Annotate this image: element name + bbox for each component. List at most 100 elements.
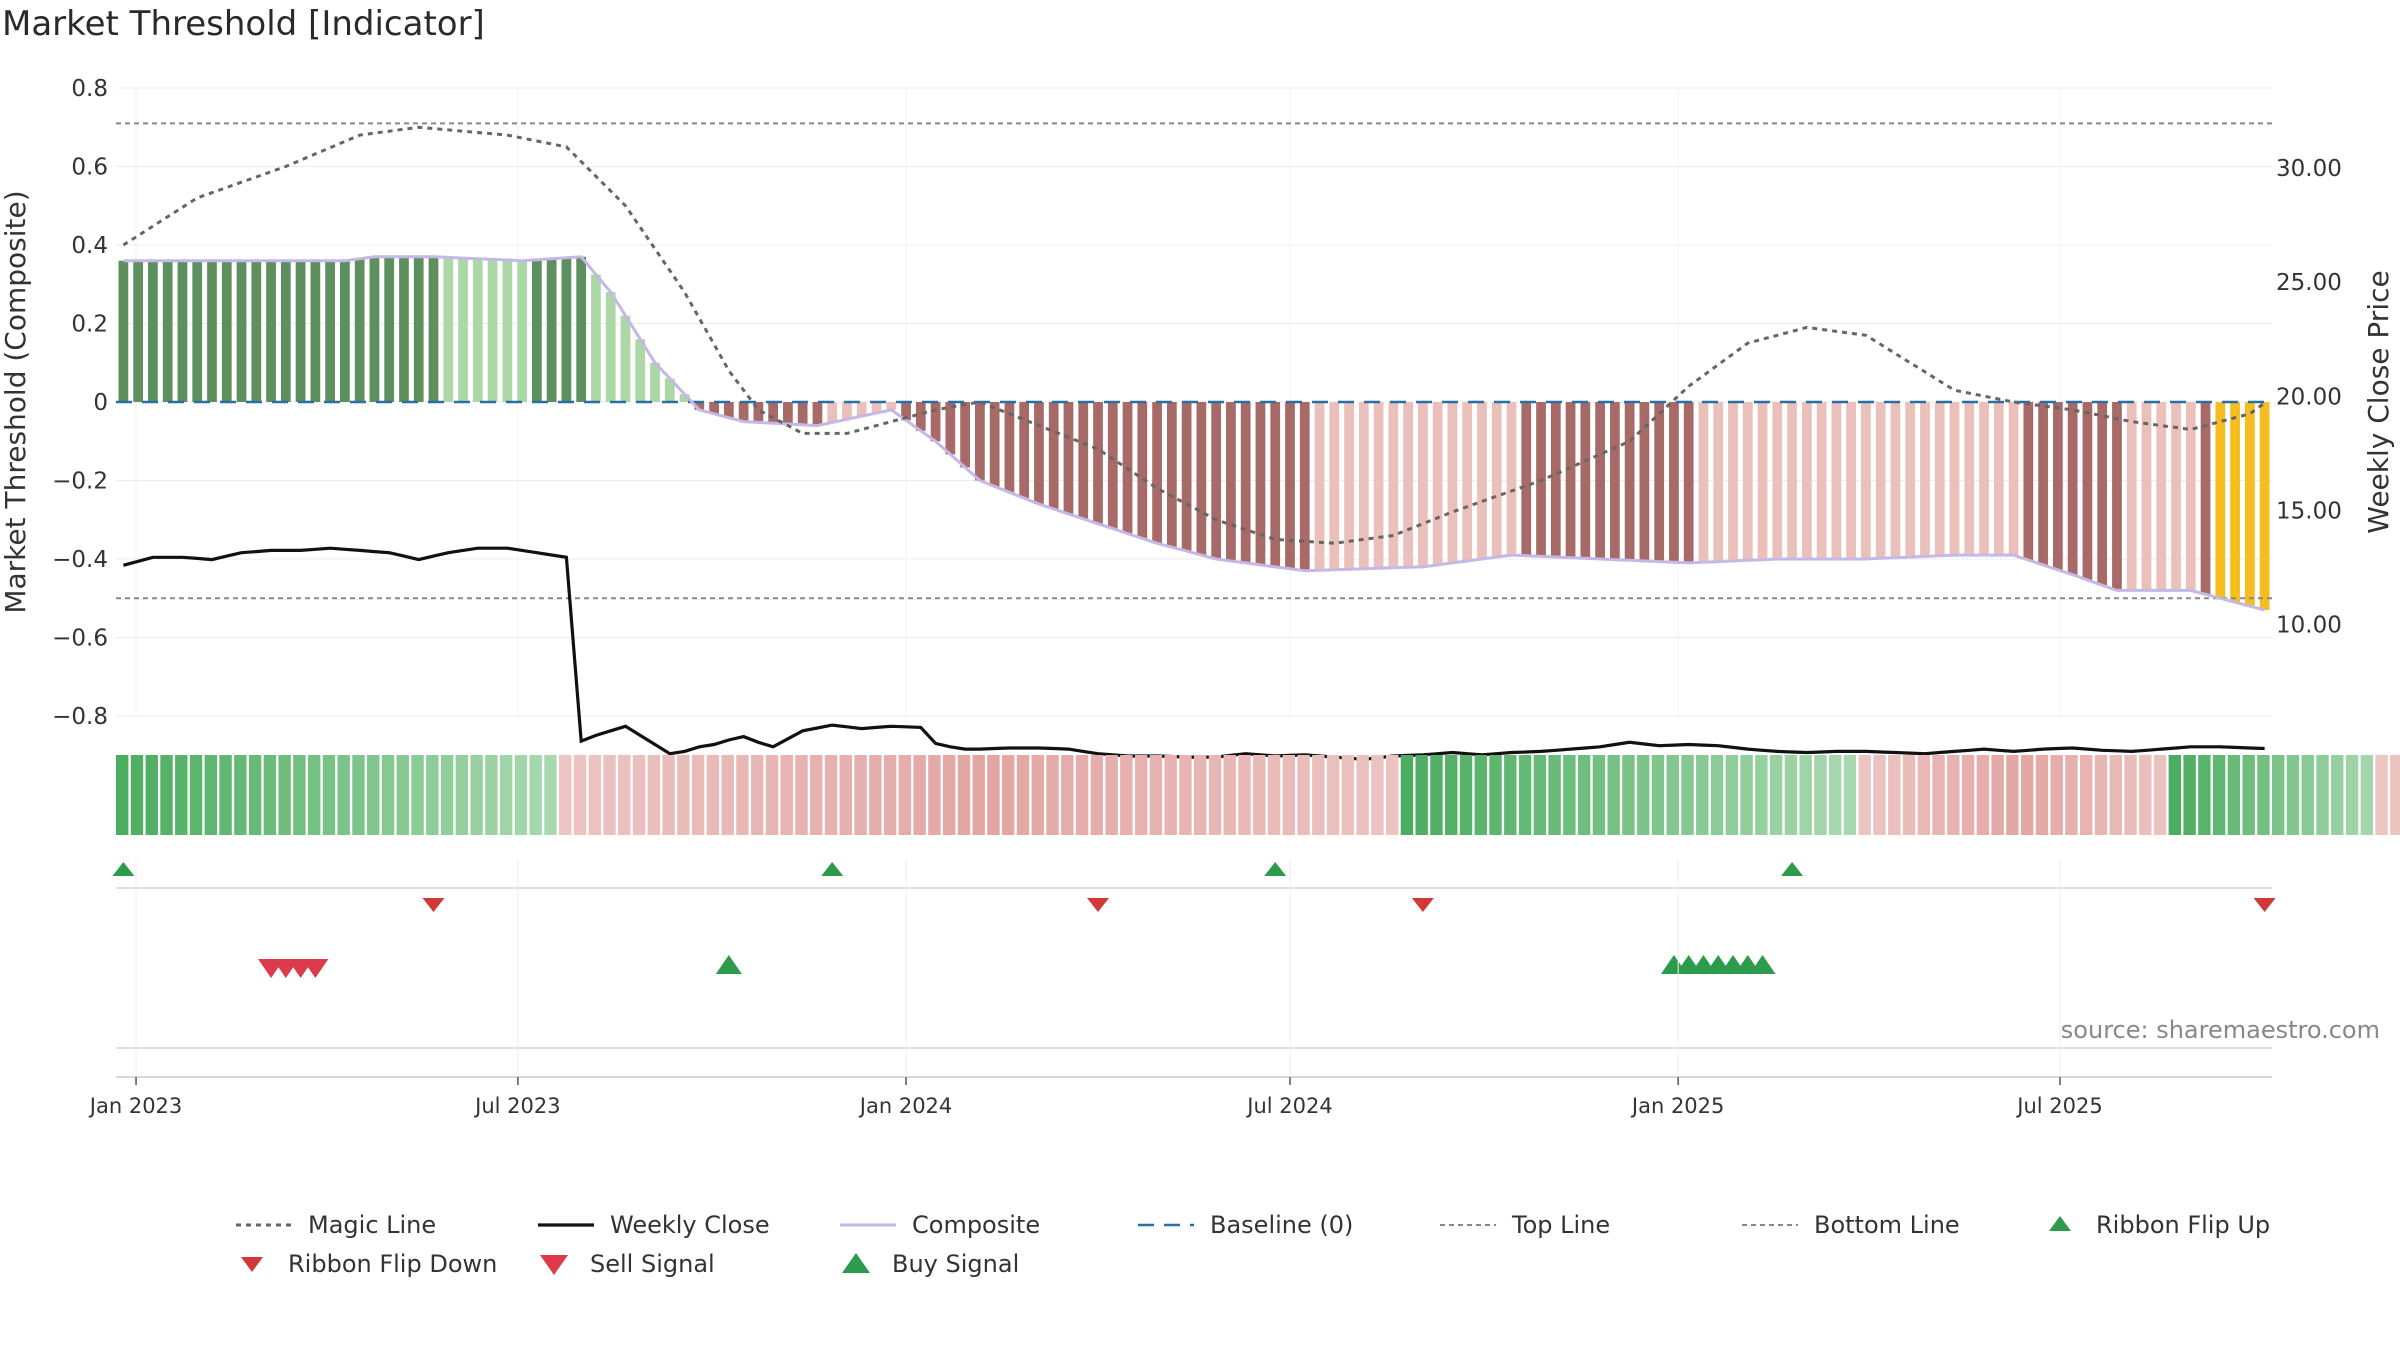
ribbon-cell: [1976, 755, 1990, 835]
ribbon-cell: [559, 755, 572, 835]
composite-bar: [1654, 402, 1665, 562]
ribbon-cell: [396, 755, 409, 835]
ribbon-cell: [2242, 755, 2255, 835]
buy-signal-marker: [715, 955, 742, 974]
ribbon-cell: [2065, 755, 2078, 835]
composite-bar: [2244, 402, 2255, 607]
composite-bar: [1979, 402, 1989, 556]
composite-bar: [1506, 402, 1517, 556]
ribbon-cell: [1194, 755, 1207, 835]
ribbon-cell: [514, 755, 528, 835]
composite-bar: [413, 256, 424, 402]
composite-bar: [2126, 402, 2137, 591]
y2-tick-label: 20.00: [2276, 384, 2342, 410]
ribbon-flip-down-marker: [2253, 898, 2276, 912]
ribbon-cell: [381, 755, 395, 835]
ribbon-cell: [1356, 755, 1369, 835]
ribbon-cell: [2316, 755, 2329, 835]
ribbon-cell: [987, 755, 1000, 835]
composite-bar: [428, 256, 439, 402]
composite-bar: [1861, 402, 1871, 559]
composite-bar: [664, 378, 675, 402]
y-tick-label: 0.2: [71, 312, 108, 338]
ribbon-cell: [145, 755, 158, 835]
composite-bar: [753, 402, 764, 423]
y2-axis-label: Weekly Close Price: [2362, 270, 2395, 533]
composite-bar: [133, 260, 144, 402]
ribbon-cell: [1120, 755, 1133, 835]
ribbon-cell: [2272, 755, 2285, 835]
composite-bar: [1565, 402, 1576, 558]
ribbon-cell: [1046, 755, 1059, 835]
ribbon-cell: [957, 755, 971, 835]
ribbon-cell: [1282, 755, 1296, 835]
composite-bar: [1107, 402, 1118, 529]
composite-bar: [2215, 402, 2226, 599]
composite-bar: [2097, 402, 2108, 586]
composite-bar: [443, 257, 454, 402]
composite-bar: [1816, 402, 1827, 559]
composite-bar: [221, 260, 232, 402]
composite-bar: [1211, 402, 1222, 559]
composite-bar: [192, 260, 203, 402]
ribbon-cell: [647, 755, 661, 835]
x-tick-label: Jan 2025: [1630, 1094, 1725, 1118]
composite-bar: [738, 402, 749, 422]
ribbon-cell: [1415, 755, 1428, 835]
composite-bar: [1742, 402, 1753, 561]
composite-bar: [1787, 402, 1797, 559]
composite-bar: [118, 260, 129, 402]
composite-bar: [842, 402, 852, 420]
ribbon-cell: [2006, 755, 2019, 835]
composite-bar: [2023, 402, 2034, 560]
sell-signal-marker: [302, 959, 329, 978]
ribbon-cell: [1002, 755, 1015, 835]
composite-bar: [354, 258, 365, 402]
composite-bar: [960, 402, 970, 468]
composite-bar: [280, 260, 291, 402]
composite-bar: [517, 260, 527, 402]
composite-bar: [1772, 402, 1783, 559]
ribbon-cell: [1016, 755, 1030, 835]
composite-bar: [1004, 402, 1015, 493]
ribbon-cell: [869, 755, 882, 835]
ribbon-cell: [2331, 755, 2344, 835]
composite-bar: [310, 260, 321, 402]
ribbon-cell: [189, 755, 203, 835]
composite-bar: [148, 260, 158, 402]
composite-bar: [1299, 402, 1310, 571]
ribbon-cell: [1755, 755, 1768, 835]
ribbon-cell: [1134, 755, 1148, 835]
composite-line: [123, 255, 2265, 612]
y2-tick-label: 25.00: [2276, 270, 2342, 296]
ribbon-cell: [913, 755, 926, 835]
ribbon-cell: [795, 755, 808, 835]
composite-bar: [1196, 402, 1207, 556]
ribbon-cell: [1577, 755, 1591, 835]
y2-tick-label: 10.00: [2276, 613, 2342, 639]
x-tick-label: Jan 2024: [858, 1094, 953, 1118]
ribbon-cell: [1489, 755, 1502, 835]
ribbon-cell: [337, 755, 350, 835]
composite-bar: [1595, 402, 1605, 559]
composite-bar: [1491, 402, 1502, 558]
ribbon-cell: [2109, 755, 2122, 835]
ribbon-cell: [1208, 755, 1222, 835]
ribbon-cell: [485, 755, 498, 835]
legend-label: Bottom Line: [1814, 1211, 1960, 1239]
ribbon-cell: [1164, 755, 1177, 835]
composite-bar: [1034, 402, 1044, 505]
composite-bar: [1048, 402, 1059, 509]
composite-bar: [1580, 402, 1591, 559]
ribbon-cell: [1784, 755, 1798, 835]
composite-bar: [1757, 402, 1768, 560]
composite-bar: [1905, 402, 1916, 558]
ribbon-cell: [1253, 755, 1266, 835]
composite-bar: [605, 292, 616, 402]
ribbon-cell: [1518, 755, 1532, 835]
ribbon-cell: [1061, 755, 1074, 835]
ribbon-cell: [175, 755, 188, 835]
composite-bar: [487, 259, 498, 402]
ribbon-cell: [1341, 755, 1355, 835]
ribbon-cell: [544, 755, 557, 835]
